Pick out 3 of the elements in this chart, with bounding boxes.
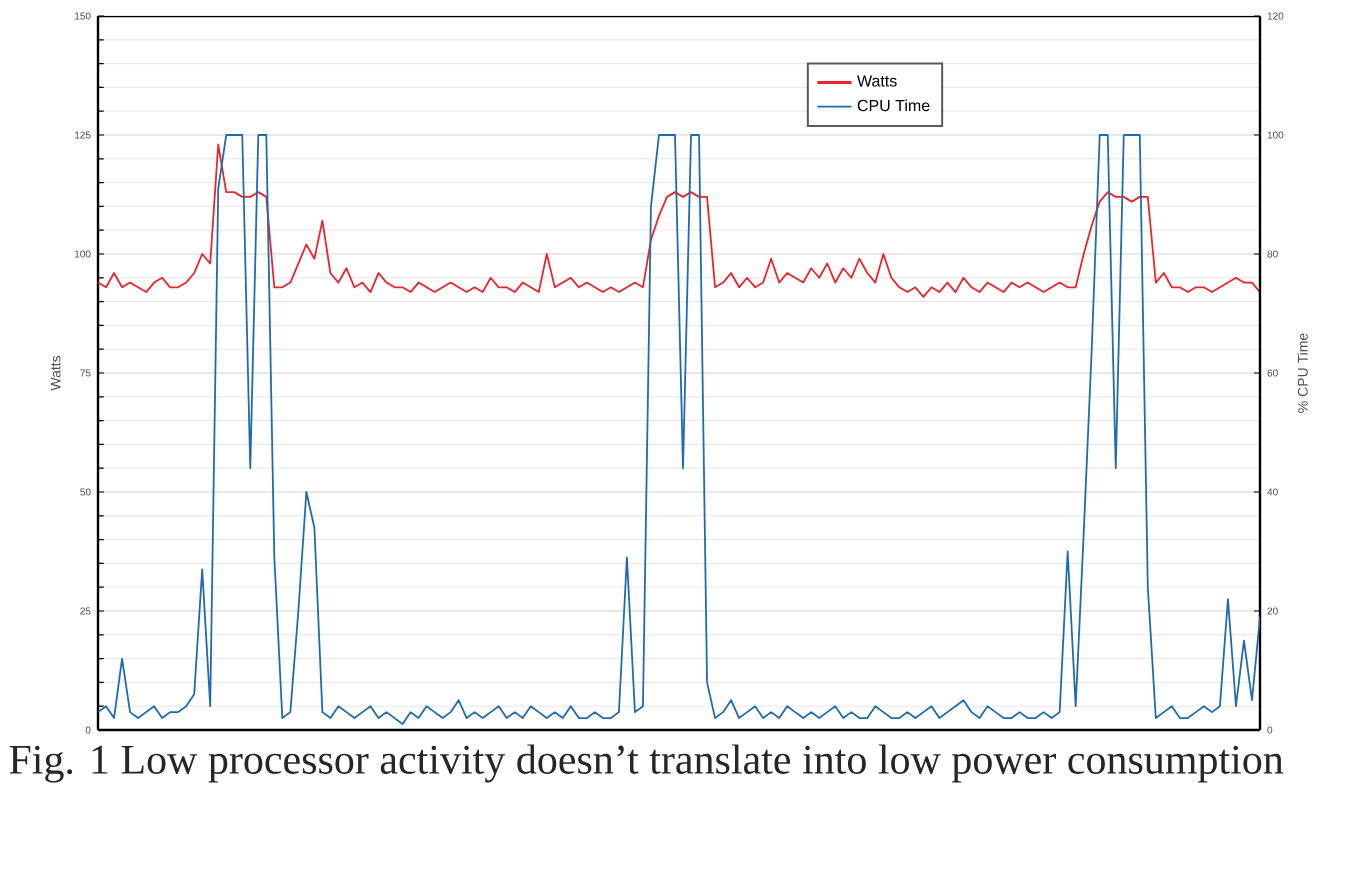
legend-label: CPU Time — [857, 99, 930, 112]
legend-label: Watts — [857, 75, 897, 87]
caption: Fig. 1 Low processor activity doesn’t translate into low power consumption — [9, 744, 1284, 783]
